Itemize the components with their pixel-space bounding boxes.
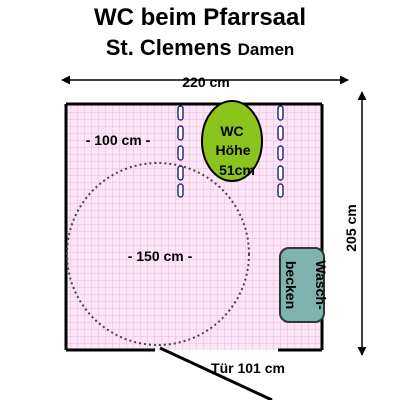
grab-bar-segment (177, 183, 184, 198)
washbasin-label-1: Wasch- (313, 260, 329, 310)
wc-bowl (201, 100, 263, 182)
wc-label: WC (220, 123, 243, 139)
grab-bar-segment (277, 125, 284, 141)
height-label: 205 cm (343, 204, 359, 251)
plan-title: WC beim Pfarrsaal (93, 4, 307, 31)
wc-height-label: Höhe (216, 142, 251, 158)
grab-bar-segment (277, 165, 284, 181)
grab-bar-segment (277, 183, 284, 198)
plan-gender-label: Damen (237, 40, 295, 59)
grab-bar-segment (177, 125, 184, 141)
door-label: Tür 101 cm (211, 360, 285, 376)
grab-bar-segment (177, 165, 184, 181)
turning-circle-label: - 150 cm - (128, 248, 193, 264)
grab-bar-segment (277, 105, 284, 121)
wc-height-value: 51cm (219, 162, 255, 178)
plan-subtitle: St. Clemens Damen (0, 35, 400, 61)
door-leaf (159, 346, 273, 400)
width-label: 220 cm (182, 74, 229, 90)
washbasin (279, 247, 325, 323)
clearance-label: - 100 cm - (86, 132, 151, 148)
grab-bar-right (277, 105, 284, 198)
grab-bar-segment (177, 145, 184, 161)
washbasin-label-2: becken (283, 261, 299, 309)
turning-circle (66, 162, 250, 346)
grab-bar-segment (177, 105, 184, 121)
plan-location: St. Clemens (105, 35, 232, 60)
grab-bar-segment (277, 145, 284, 161)
